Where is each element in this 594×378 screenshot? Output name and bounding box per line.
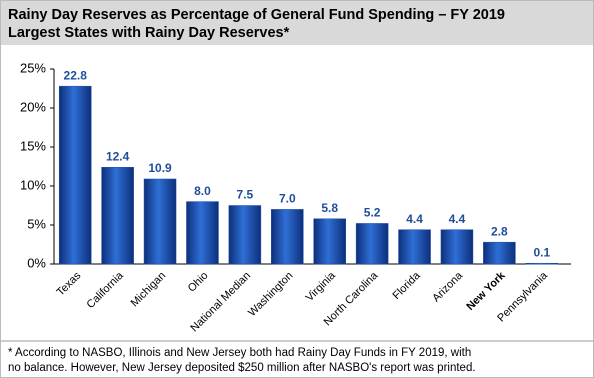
value-label: 2.8: [491, 224, 508, 238]
value-label: 0.1: [533, 245, 550, 259]
y-tick-label: 10%: [20, 177, 46, 192]
value-label: 7.0: [279, 192, 296, 206]
chart-title: Rainy Day Reserves as Percentage of Gene…: [8, 7, 505, 23]
bar: [313, 218, 346, 265]
bar: [440, 229, 474, 265]
bar: [355, 223, 389, 265]
y-tick-label: 25%: [20, 60, 46, 75]
bar: [58, 85, 92, 265]
value-label: 4.4: [449, 212, 466, 226]
bar: [525, 262, 559, 265]
value-label: 5.8: [321, 201, 338, 215]
y-tick-label: 20%: [20, 99, 46, 114]
value-label: 7.5: [237, 188, 254, 202]
bar: [398, 229, 431, 265]
value-label: 8.0: [194, 184, 211, 198]
footnote: * According to NASBO, Illinois and New J…: [8, 347, 471, 359]
footnote: no balance. However, New Jersey deposite…: [8, 362, 476, 374]
value-label: 10.9: [148, 161, 172, 175]
bar: [228, 205, 262, 265]
bar: [143, 178, 177, 265]
header-band: [1, 1, 593, 45]
y-tick-label: 0%: [27, 255, 46, 270]
bar: [101, 167, 134, 265]
value-label: 22.8: [64, 68, 88, 82]
bar: [186, 201, 219, 265]
chart-subtitle: Largest States with Rainy Day Reserves*: [8, 25, 290, 41]
value-label: 12.4: [106, 149, 130, 163]
bar: [271, 209, 304, 265]
bar: [483, 241, 516, 265]
value-label: 4.4: [406, 212, 423, 226]
value-label: 5.2: [364, 206, 381, 220]
y-tick-label: 15%: [20, 138, 46, 153]
y-tick-label: 5%: [27, 216, 46, 231]
